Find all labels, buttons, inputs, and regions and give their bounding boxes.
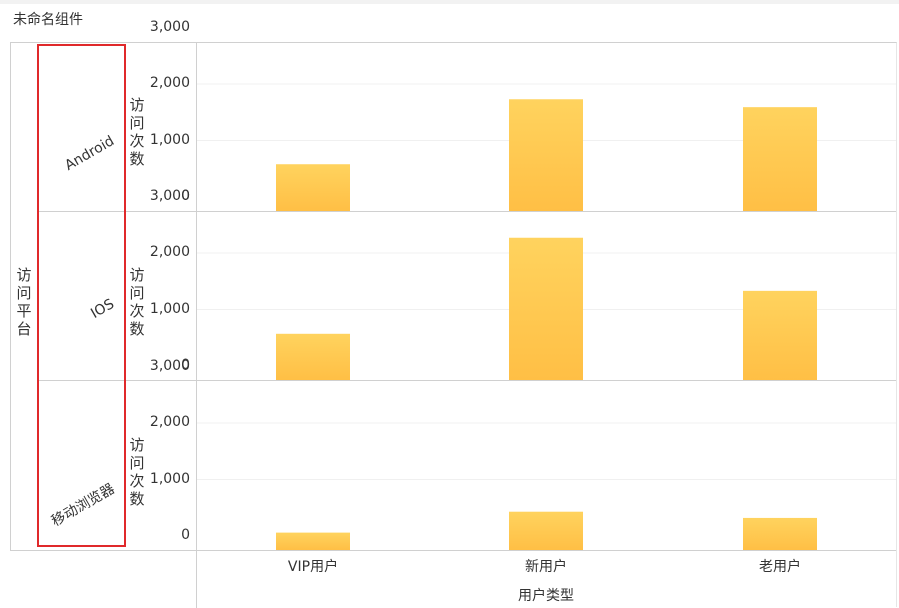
- bar-2: [743, 107, 817, 211]
- y-tick-label: 3,000: [149, 187, 190, 204]
- y-tick-label: 1,000: [149, 131, 190, 148]
- x-category-old: 老用户: [759, 559, 801, 575]
- bar-2: [743, 290, 817, 380]
- bar-2: [743, 517, 817, 550]
- y-tick-label: 3,000: [149, 18, 190, 35]
- y-axis-title-panel-1: 访问次数: [129, 96, 145, 168]
- top-band: [0, 0, 899, 4]
- y-axis-title-panel-2: 访问次数: [129, 266, 145, 338]
- x-category-vip: VIP用户: [287, 559, 339, 575]
- bar-1: [509, 237, 583, 380]
- bar-0: [276, 532, 350, 550]
- y-axis-line: [196, 42, 197, 608]
- y-tick-label: 1,000: [149, 470, 190, 487]
- bar-0: [276, 333, 350, 380]
- widget-title: 未命名组件: [13, 12, 83, 28]
- y-tick-label: 2,000: [149, 244, 190, 260]
- y-tick-label: 2,000: [149, 75, 190, 91]
- y-tick-label: 0: [181, 188, 190, 204]
- x-axis-title: 用户类型: [518, 588, 574, 604]
- chart-frame: [10, 42, 897, 607]
- y-tick-label: 2,000: [149, 414, 190, 430]
- bar-0: [276, 164, 350, 211]
- frame-left-border: [10, 42, 11, 550]
- row-dimension-title: 访问平台: [16, 266, 32, 338]
- y-axis-title-panel-3: 访问次数: [129, 436, 145, 508]
- y-tick-label: 3,000: [149, 357, 190, 374]
- bar-1: [509, 511, 583, 550]
- y-tick-label: 1,000: [149, 300, 190, 317]
- bar-1: [509, 99, 583, 211]
- y-tick-label: 0: [181, 527, 190, 543]
- x-category-new: 新用户: [525, 559, 567, 575]
- y-tick-label: 0: [181, 357, 190, 373]
